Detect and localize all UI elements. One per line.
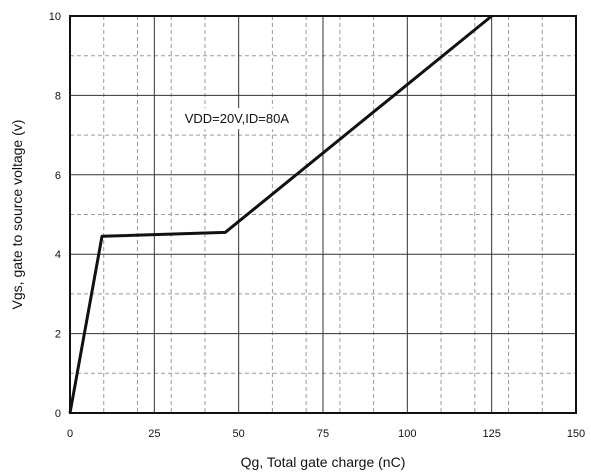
x-tick-label: 25 bbox=[148, 428, 160, 440]
test-condition-annotation: VDD=20V,ID=80A bbox=[185, 111, 290, 126]
x-tick-labels: 0 25 50 75 100 125 150 bbox=[67, 428, 585, 440]
y-tick-labels: 0 2 4 6 8 10 bbox=[49, 11, 61, 420]
y-tick-label: 6 bbox=[55, 170, 61, 182]
x-tick-label: 150 bbox=[567, 428, 585, 440]
plot-frame bbox=[69, 15, 577, 414]
y-tick-label: 2 bbox=[55, 329, 61, 341]
y-tick-label: 4 bbox=[55, 249, 61, 261]
vgs-curve bbox=[68, 14, 493, 414]
x-tick-label: 75 bbox=[317, 428, 329, 440]
x-tick-label: 100 bbox=[398, 428, 416, 440]
annotation-background bbox=[180, 108, 294, 130]
y-tick-label: 0 bbox=[55, 408, 61, 420]
major-grid bbox=[70, 16, 576, 413]
y-tick-label: 8 bbox=[55, 90, 61, 102]
x-tick-label: 125 bbox=[482, 428, 500, 440]
x-tick-label: 50 bbox=[233, 428, 245, 440]
x-axis-title: Qg, Total gate charge (nC) bbox=[241, 454, 406, 470]
y-tick-label: 10 bbox=[49, 11, 61, 23]
y-axis-title: Vgs, gate to source voltage (v) bbox=[9, 120, 25, 310]
x-tick-label: 0 bbox=[67, 428, 73, 440]
